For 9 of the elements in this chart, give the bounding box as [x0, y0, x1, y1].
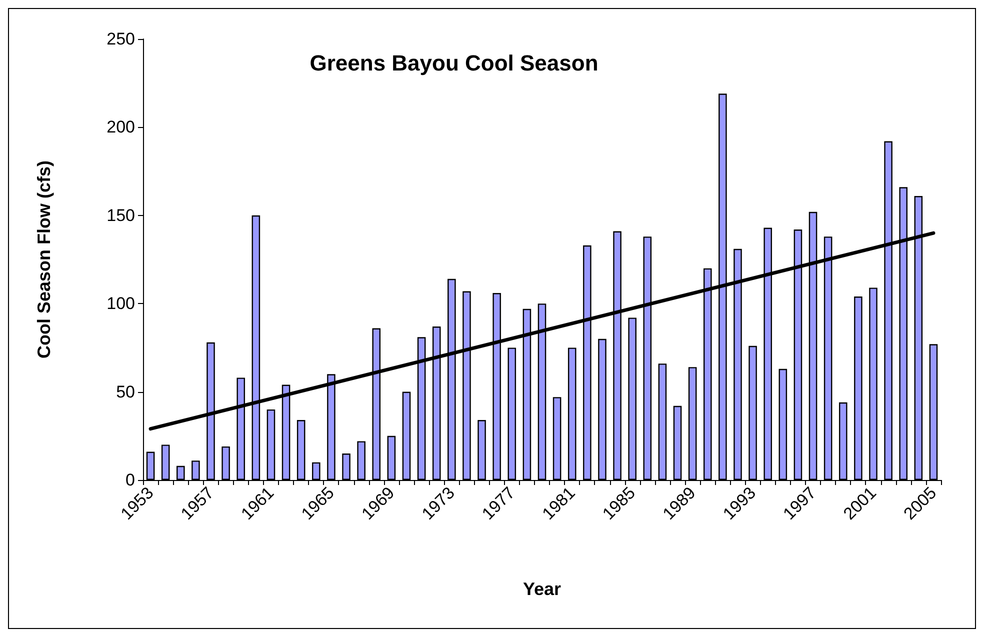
y-tick-label: 50 — [116, 382, 135, 402]
y-tick-label: 0 — [126, 470, 135, 490]
x-axis-title: Year — [522, 579, 562, 599]
y-axis-title: Cool Season Flow (cfs) — [34, 160, 54, 359]
y-tick-label: 150 — [106, 206, 135, 225]
text: Greens Bayou Cool Season — [310, 50, 598, 76]
y-tick-label: 100 — [106, 294, 135, 314]
y-tick-label: 250 — [106, 30, 135, 48]
y-tick-label: 200 — [106, 118, 135, 137]
